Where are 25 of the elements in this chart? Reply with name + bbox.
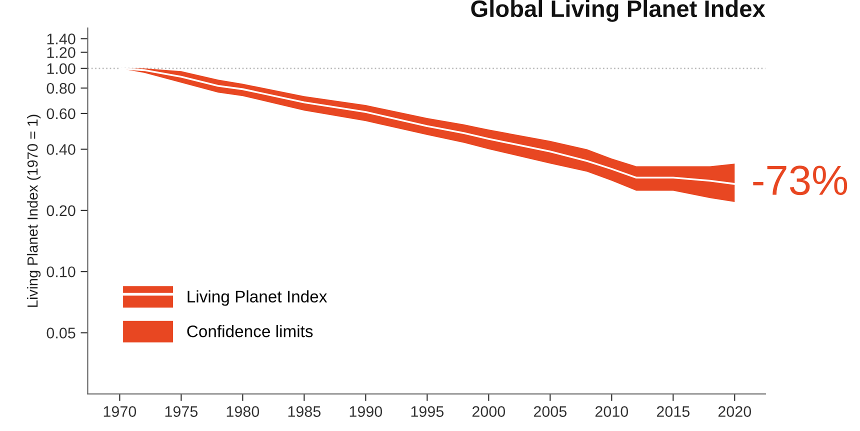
y-tick-label: 0.40 xyxy=(46,144,76,155)
x-tick-label: 1975 xyxy=(165,406,198,417)
legend-label: Confidence limits xyxy=(187,325,313,338)
x-tick-label: 2015 xyxy=(656,406,690,417)
annotation: -73% xyxy=(753,166,848,196)
y-tick-label: 0.05 xyxy=(46,328,76,338)
y-tick-label: 0.20 xyxy=(46,205,76,216)
y-tick-label: 0.80 xyxy=(46,82,76,94)
chart-title: Global Living Planet Index xyxy=(471,0,766,22)
x-tick-label: 2000 xyxy=(472,406,506,417)
x-tick-label: 1980 xyxy=(226,406,260,417)
y-tick-label: 0.60 xyxy=(46,108,76,120)
y-tick-label: 1.00 xyxy=(47,63,76,74)
y-axis-title: Living Planet Index (1970 = 1) xyxy=(27,114,41,307)
x-tick-label: 2005 xyxy=(534,406,567,417)
y-tick-label: 1.20 xyxy=(47,47,76,58)
x-tick-label: 1995 xyxy=(411,406,444,417)
legend-label: Living Planet Index xyxy=(188,290,328,306)
x-tick-label: 1970 xyxy=(104,406,136,417)
y-tick-label: 0.10 xyxy=(46,266,76,278)
x-tick-label: 1985 xyxy=(288,406,321,417)
x-tick-label: 2020 xyxy=(718,406,752,417)
x-tick-label: 1990 xyxy=(350,406,382,417)
x-tick-label: 2010 xyxy=(595,406,628,417)
y-tick-label: 1.40 xyxy=(47,34,76,44)
